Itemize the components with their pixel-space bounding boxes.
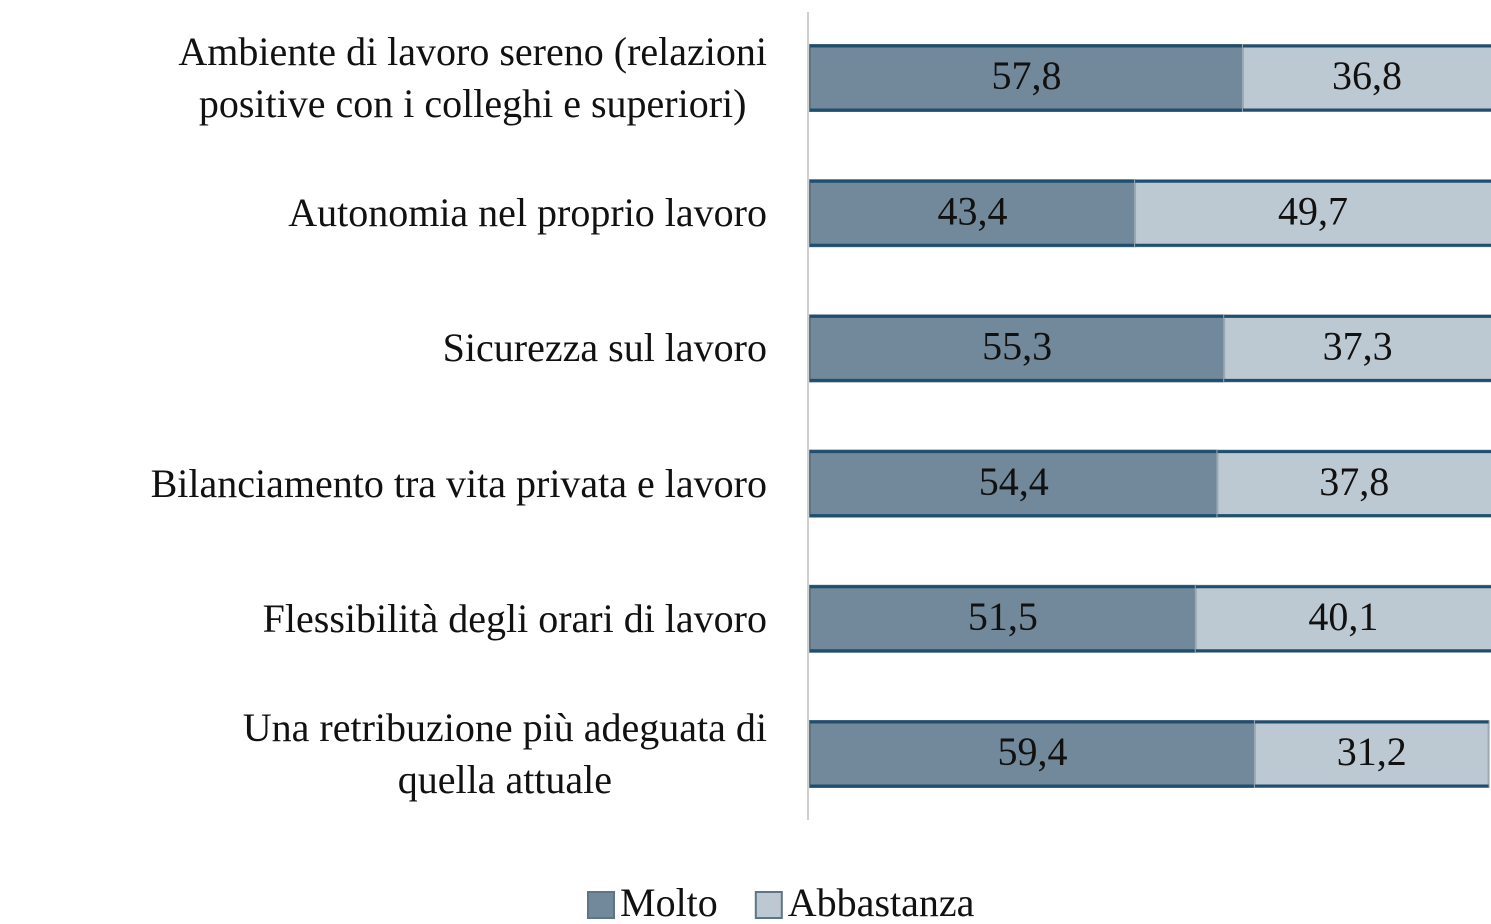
value-label: 57,8 bbox=[991, 53, 1061, 98]
category-text: Autonomia nel proprio lavoro bbox=[288, 190, 767, 236]
value-label: 59,4 bbox=[997, 729, 1067, 774]
category-label: Sicurezza sul lavoro bbox=[443, 322, 767, 374]
bar-segment bbox=[809, 720, 1256, 788]
bar-segment bbox=[1253, 720, 1490, 788]
value-label: 40,1 bbox=[1308, 594, 1378, 639]
legend-swatch bbox=[754, 891, 783, 919]
value-label: 31,2 bbox=[1337, 729, 1407, 774]
value-label: 51,5 bbox=[968, 594, 1038, 639]
legend-swatch bbox=[587, 891, 615, 919]
value-label: 37,3 bbox=[1323, 324, 1393, 369]
value-label: 55,3 bbox=[982, 324, 1052, 369]
category-text: Bilanciamento tra vita privata e lavoro bbox=[150, 460, 767, 506]
category-text: Ambiente di lavoro sereno (relazioni pos… bbox=[178, 29, 767, 126]
value-label: 43,4 bbox=[938, 188, 1008, 233]
bar-segment bbox=[1134, 179, 1491, 248]
bar-segment bbox=[809, 314, 1226, 383]
category-text: Sicurezza sul lavoro bbox=[442, 325, 767, 371]
value-label: 36,8 bbox=[1332, 53, 1402, 98]
legend: Molto Abbastanza bbox=[587, 880, 975, 924]
value-label: 37,8 bbox=[1319, 459, 1389, 504]
category-label: Ambiente di lavoro sereno (relazioni pos… bbox=[178, 26, 767, 130]
value-label: 54,4 bbox=[979, 459, 1049, 504]
category-label: Autonomia nel proprio lavoro bbox=[288, 187, 767, 239]
category-text: Flessibilità degli orari di lavoro bbox=[262, 595, 767, 641]
category-text: Una retribuzione più adeguata di quella … bbox=[242, 705, 767, 802]
bar-segment bbox=[809, 584, 1197, 653]
legend-label: Abbastanza bbox=[788, 880, 975, 924]
legend-label: Molto bbox=[620, 880, 718, 924]
category-label: Flessibilità degli orari di lavoro bbox=[263, 593, 767, 645]
category-label: Una retribuzione più adeguata di quella … bbox=[243, 702, 767, 806]
value-label: 49,7 bbox=[1278, 188, 1348, 233]
category-label: Bilanciamento tra vita privata e lavoro bbox=[151, 458, 767, 510]
